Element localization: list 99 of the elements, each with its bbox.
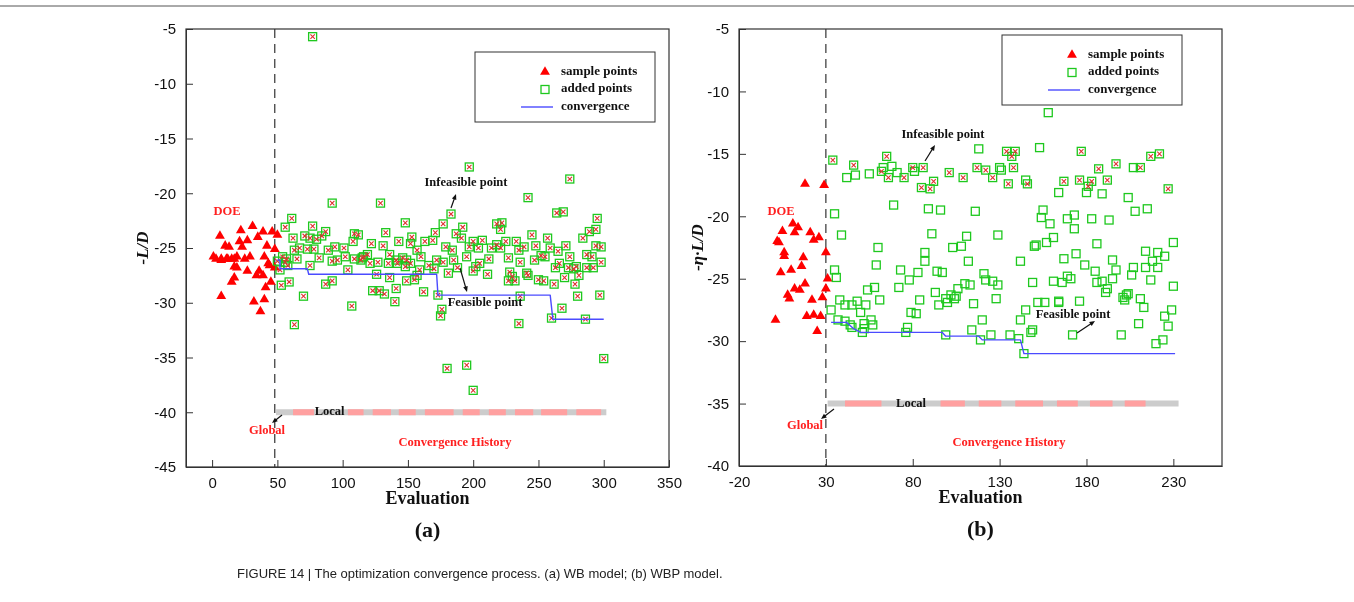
point <box>798 251 809 261</box>
point <box>807 294 817 303</box>
x-tick-label: 230 <box>1161 472 1187 490</box>
y-tick-label: -30 <box>154 294 176 312</box>
x-tick-label: 180 <box>1074 472 1100 490</box>
x-tick-label: 250 <box>526 473 552 491</box>
point <box>805 226 816 236</box>
point <box>237 241 248 250</box>
point <box>820 246 831 256</box>
y-tick-label: -20 <box>154 184 176 202</box>
point <box>216 290 227 300</box>
point <box>775 266 786 276</box>
annotation: Feasible point <box>1035 306 1112 321</box>
point <box>794 284 805 293</box>
y-axis-title: -L/D <box>133 231 152 265</box>
point <box>259 251 270 260</box>
x-tick-label: 30 <box>818 472 835 490</box>
point <box>822 273 833 282</box>
x-tick-label: 100 <box>330 473 356 491</box>
point <box>814 231 824 241</box>
point <box>815 310 826 320</box>
legend-label: sample points <box>1088 45 1165 61</box>
point <box>258 269 268 279</box>
annotation: Global <box>786 417 824 432</box>
y-tick-label: -45 <box>154 458 176 476</box>
point <box>235 224 246 234</box>
y-tick-label: -10 <box>707 82 729 100</box>
point <box>787 218 798 227</box>
point <box>777 225 788 235</box>
y-tick-label: -20 <box>707 207 729 225</box>
x-tick-label: 0 <box>208 473 217 491</box>
point <box>801 310 812 320</box>
y-tick-label: -15 <box>154 129 176 147</box>
text: (a) <box>414 517 441 542</box>
point <box>800 278 810 287</box>
point <box>269 243 280 252</box>
point <box>796 260 807 270</box>
point <box>247 220 258 229</box>
point <box>229 271 240 281</box>
y-tick-label: -35 <box>707 394 729 412</box>
point <box>272 229 283 238</box>
point <box>820 283 831 292</box>
x-tick-label: 150 <box>395 473 421 491</box>
annotation: Local <box>314 404 346 419</box>
y-tick-label: -10 <box>154 75 176 93</box>
annotation: Infeasible point <box>901 126 986 141</box>
point <box>817 291 828 301</box>
point <box>215 230 225 239</box>
x-tick-label: 50 <box>269 473 287 491</box>
y-tick-label: -40 <box>154 403 176 421</box>
point <box>262 240 272 249</box>
annotation: Local <box>896 395 927 410</box>
annotation: Feasible point <box>447 294 524 309</box>
x-tick-label: 300 <box>591 473 617 491</box>
annotation: Infeasible point <box>424 174 509 189</box>
y-tick-label: -25 <box>154 239 176 257</box>
point <box>245 251 255 260</box>
legend-label: convergence <box>561 97 630 113</box>
point <box>812 325 823 334</box>
point <box>786 264 797 273</box>
point <box>260 281 271 291</box>
x-tick-label: 200 <box>461 473 487 491</box>
x-tick-label: -20 <box>728 472 751 490</box>
x-axis-title: Evaluation <box>385 488 470 508</box>
y-tick-label: -5 <box>715 20 729 38</box>
text: (b) <box>967 516 994 541</box>
annotation: DOE <box>213 203 241 218</box>
point <box>819 179 830 188</box>
annotation: DOE <box>767 203 795 218</box>
annotation: Convergence History <box>398 434 513 449</box>
annotation: Global <box>248 422 286 437</box>
point <box>265 276 276 285</box>
legend-label: added points <box>561 80 633 96</box>
annotation: Convergence History <box>952 434 1067 449</box>
y-tick-label: -35 <box>154 348 176 366</box>
x-tick-label: 130 <box>987 472 1013 490</box>
y-tick-label: -25 <box>707 270 729 288</box>
point <box>258 225 268 235</box>
y-tick-label: -40 <box>707 457 729 475</box>
caption: FIGURE 14 | The optimization convergence process. (a) WB model; (b) WBP model. <box>237 566 723 581</box>
y-tick-label: -30 <box>707 332 729 350</box>
y-tick-label: -5 <box>162 20 176 38</box>
point <box>242 265 253 274</box>
x-axis-title: Evaluation <box>938 487 1023 507</box>
x-tick-label: 350 <box>656 473 683 491</box>
x-tick-label: 80 <box>904 472 922 490</box>
point <box>252 231 263 240</box>
legend-label: convergence <box>1088 80 1157 96</box>
legend-label: added points <box>1088 63 1160 79</box>
point <box>800 178 810 187</box>
point <box>259 293 270 303</box>
y-tick-label: -15 <box>707 145 729 163</box>
point <box>255 305 266 315</box>
point <box>224 241 234 250</box>
point <box>784 293 795 302</box>
point <box>242 234 253 244</box>
point <box>770 314 781 323</box>
y-axis-title: -η·L/D <box>688 224 707 271</box>
legend-label: sample points <box>561 62 638 78</box>
